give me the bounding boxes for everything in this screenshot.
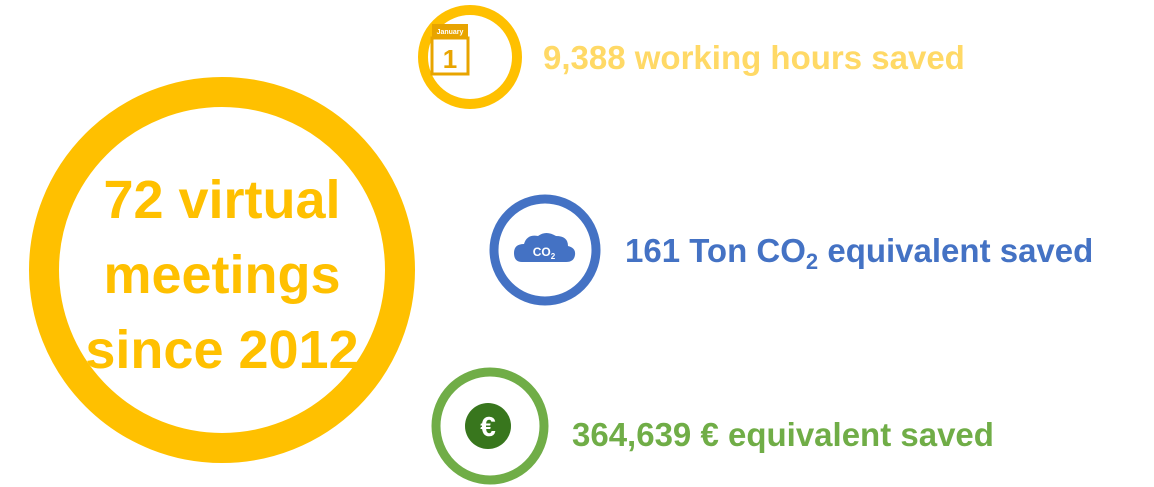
calendar-header: [432, 24, 468, 38]
main-ring: [29, 77, 415, 463]
cloud-label-sub: 2: [551, 252, 556, 261]
cloud-label-text: CO: [533, 245, 551, 259]
cloud-label: CO2: [533, 245, 556, 261]
calendar-body: [430, 36, 470, 76]
cloud: [514, 233, 576, 262]
stat-ring: [418, 5, 522, 109]
calendar-month: January: [437, 29, 464, 36]
stat-ring: [431, 367, 549, 485]
euro-symbol: €: [480, 411, 496, 442]
stat-subscript: 2: [806, 249, 818, 274]
euro-coin: [465, 403, 511, 449]
stat-text-part: equivalent saved: [818, 232, 1093, 269]
calendar-icon: January 1: [430, 24, 470, 76]
main-line: meetings: [103, 245, 340, 305]
stat-text: 364,639 € equivalent saved: [572, 416, 994, 453]
stat-text: 9,388 working hours saved: [543, 39, 965, 76]
stat-ring: [489, 194, 601, 306]
cloud-icon: CO2: [514, 233, 576, 262]
stat-text: 161 Ton CO2 equivalent saved: [625, 232, 1093, 274]
main-line: since 2012: [85, 320, 358, 380]
main-line: 72 virtual: [103, 170, 340, 230]
calendar-day: 1: [443, 44, 457, 74]
stat-text-part: 161 Ton CO: [625, 232, 806, 269]
